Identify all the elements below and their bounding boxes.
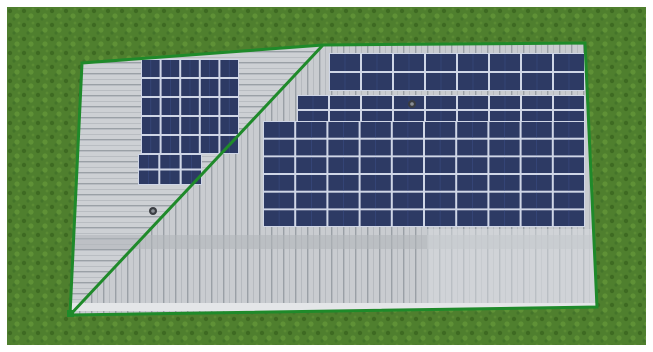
- roof-diagonal-divider: [68, 43, 325, 317]
- aerial-photo: [7, 7, 646, 345]
- roof-boundary-outline: [68, 41, 599, 317]
- main-right-array: [263, 121, 585, 227]
- upper-right-array: [329, 53, 585, 91]
- lower-left-array: [138, 154, 202, 185]
- rooftop-scene: [7, 7, 646, 345]
- solar-panel-arrays: [138, 53, 585, 227]
- upper-left-array: [141, 59, 239, 154]
- corner-marker: [67, 310, 74, 317]
- roof-vent: [408, 100, 416, 108]
- roof-vent: [149, 207, 157, 215]
- middle-right-array: [297, 95, 585, 125]
- panel-array-frame: [263, 121, 585, 227]
